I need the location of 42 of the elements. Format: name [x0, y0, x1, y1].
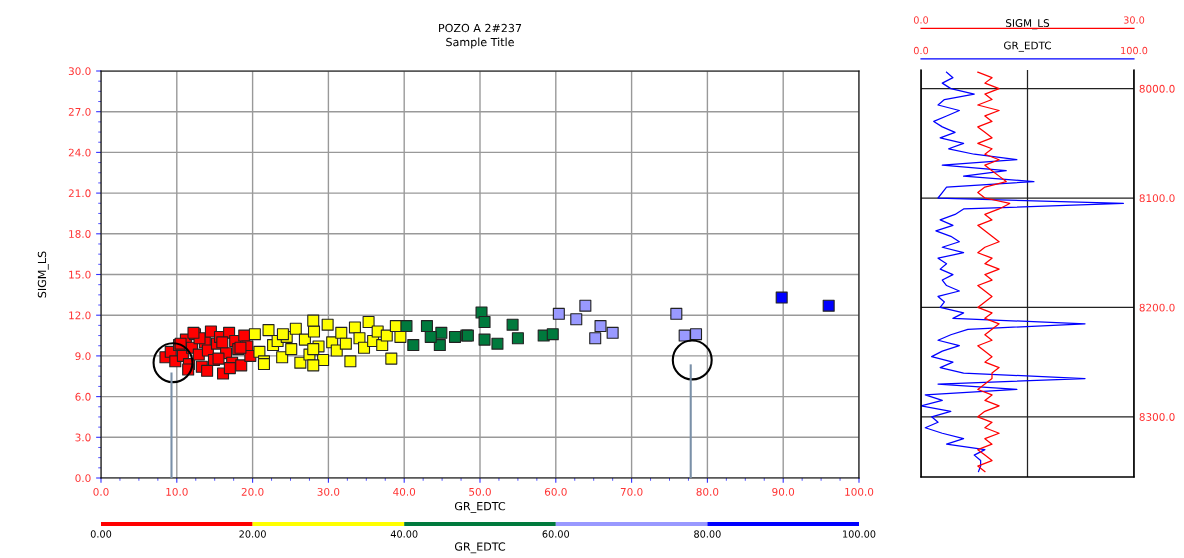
color-bar-label: 60.00	[542, 530, 570, 538]
x-tick-label: 20.0	[241, 487, 264, 496]
x-tick-label: 10.0	[166, 487, 188, 496]
color-bar-label: 20.00	[239, 530, 266, 538]
y-tick-label: 12.0	[69, 311, 91, 320]
x-tick-label: 90.0	[772, 487, 795, 496]
x-tick-label: 70.0	[620, 487, 643, 496]
y-tick-label: 30.0	[68, 67, 91, 76]
y-tick-label: 3.0	[75, 433, 91, 442]
y-tick-label: 8100.0	[1139, 194, 1175, 203]
color-bar-label: 80.00	[694, 530, 721, 538]
x-tick-label: 50.0	[469, 487, 491, 496]
y-tick-label: 8300.0	[1139, 413, 1175, 421]
chart-subtitle: Sample Title	[446, 37, 514, 49]
y-tick-label: 18.0	[69, 230, 91, 238]
y-tick-label: 15.0	[69, 270, 91, 279]
y-tick-label: 27.0	[68, 107, 91, 116]
y-tick-label: 0.0	[75, 474, 91, 483]
x-axis-title: GR_EDTC	[1004, 41, 1052, 52]
x-tick-label: 0.0	[93, 487, 109, 496]
y-tick-label: 8200.0	[1139, 303, 1175, 312]
y-tick-label: 9.0	[75, 352, 91, 361]
x-tick-label: 80.0	[696, 487, 719, 496]
color-bar-label: 100.00	[843, 530, 876, 538]
y-tick-label: 21.0	[68, 189, 91, 198]
x-tick-label: 30.0	[317, 487, 340, 496]
x-tick-label: 100.0	[1121, 46, 1148, 55]
x-tick-label: 100.0	[845, 487, 874, 496]
x2-tick-label: 30.0	[1123, 16, 1145, 24]
x-tick-label: 60.0	[544, 487, 567, 496]
x-tick-label: 40.0	[393, 487, 416, 496]
y-tick-label: 24.0	[68, 148, 91, 157]
chart-title: POZO A 2#237	[439, 23, 522, 33]
x2-tick-label: 0.0	[913, 16, 929, 24]
y-axis-title: SIGM_LS	[37, 251, 49, 298]
x-axis-title: GR_EDTC	[454, 501, 506, 513]
y-tick-label: 6.0	[75, 392, 91, 401]
color-bar-label: 40.00	[390, 530, 418, 538]
color-bar-title: GR_EDTC	[454, 542, 506, 554]
y-tick-label: 8000.0	[1139, 84, 1175, 93]
color-bar-label: 0.00	[90, 530, 112, 538]
x2-axis-title: SIGM_LS	[1006, 19, 1050, 30]
